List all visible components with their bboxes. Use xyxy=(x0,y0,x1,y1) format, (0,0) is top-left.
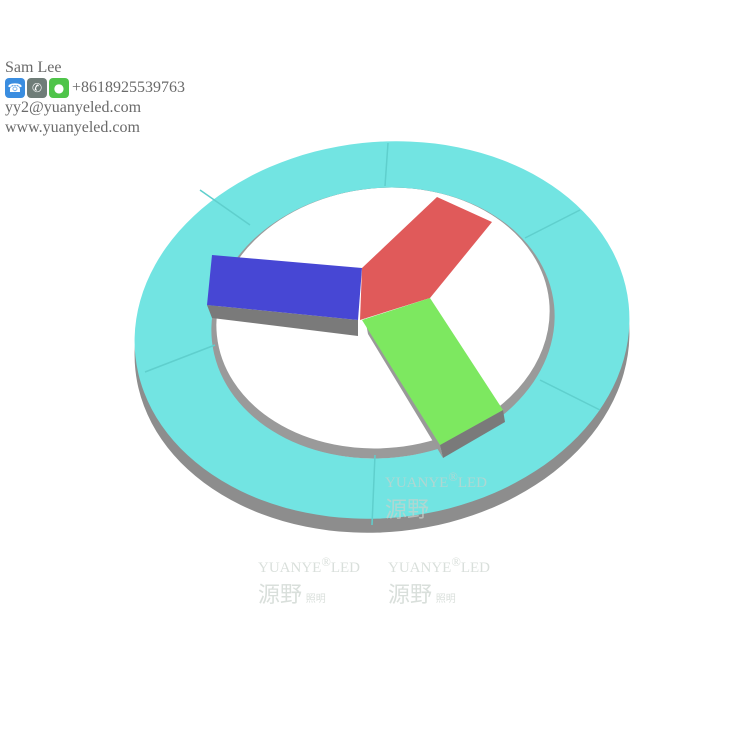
watermark-logo-left: YUANYE®LED 源野 照明 xyxy=(258,555,360,607)
blue-arm xyxy=(207,255,362,320)
green-arm xyxy=(362,298,503,445)
contact-website: www.yuanyeled.com xyxy=(5,119,140,136)
red-arm xyxy=(360,197,492,320)
watermark-logo: YUANYE®LED 源野 xyxy=(385,470,487,522)
blue-arm-side xyxy=(207,305,358,336)
contact-icons: ☎ ✆ ● xyxy=(5,78,69,98)
ring-segment-lines xyxy=(144,142,601,526)
green-arm-side xyxy=(440,410,505,458)
phone-icon: ☎ xyxy=(5,78,25,98)
contact-phone: +8618925539763 xyxy=(72,79,186,96)
whatsapp-icon: ✆ xyxy=(27,78,47,98)
contact-name: Sam Lee xyxy=(5,59,62,76)
contact-email: yy2@yuanyeled.com xyxy=(5,99,142,116)
wechat-icon: ● xyxy=(49,78,69,98)
watermark-logo-right: YUANYE®LED 源野 照明 xyxy=(388,555,490,607)
